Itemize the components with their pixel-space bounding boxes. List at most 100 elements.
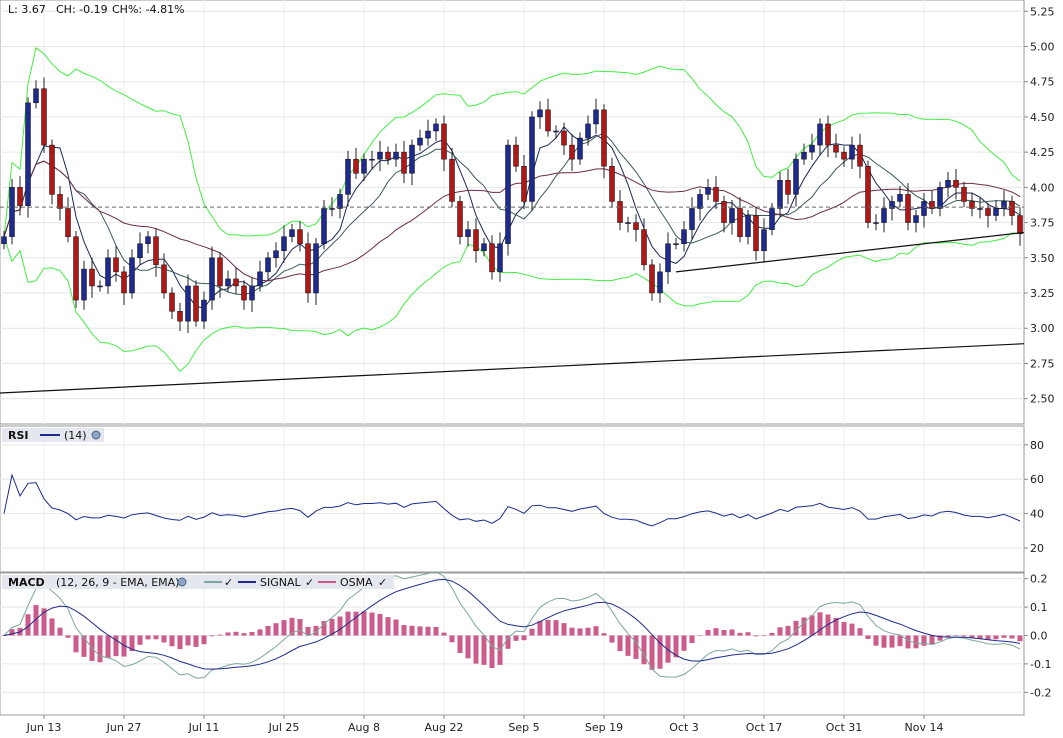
candle-body	[241, 285, 247, 301]
candle-body	[329, 208, 335, 210]
candle-body	[873, 222, 879, 224]
candle-body	[649, 264, 655, 294]
candle-body	[881, 208, 887, 223]
osma-bar	[113, 635, 119, 657]
candle-body	[961, 187, 967, 202]
osma-bar	[481, 635, 487, 665]
osma-bar	[705, 629, 711, 636]
candle-body	[273, 250, 279, 259]
osma-bar	[73, 635, 79, 653]
candle-body	[889, 201, 895, 209]
osma-bar	[857, 628, 863, 636]
candle-body	[473, 229, 479, 251]
osma-bar	[297, 619, 303, 636]
candle-body	[841, 151, 847, 160]
osma-bar	[401, 625, 407, 636]
candle-body	[601, 109, 607, 167]
candle-body	[1017, 215, 1023, 235]
candle-body	[281, 236, 287, 251]
candle-body	[25, 102, 31, 206]
candle-body	[33, 88, 39, 104]
candle-body	[305, 243, 311, 294]
osma-bar	[913, 635, 919, 649]
rsi-params: (14)	[64, 429, 87, 442]
osma-bar	[729, 629, 735, 636]
osma-bar	[313, 625, 319, 636]
osma-bar	[217, 634, 223, 636]
osma-bar	[377, 613, 383, 636]
ma-long	[3, 160, 1021, 282]
osma-bar	[721, 630, 727, 636]
macd-panel: -0.2 -0.1 0.0 0.1 0.2 MACD (12, 26, 9 - EMA,…	[0, 571, 1051, 716]
osma-bar	[233, 631, 239, 636]
osma-bar	[1017, 635, 1023, 642]
candle-body	[105, 257, 111, 287]
rsi-settings-icon[interactable]	[91, 430, 101, 440]
osma-bar	[41, 608, 47, 636]
candle-body	[641, 229, 647, 266]
rsi-y-axis: 20 40 60 80	[1024, 439, 1044, 555]
candle-body	[817, 123, 823, 146]
osma-bar	[977, 635, 983, 639]
osma-bar	[793, 620, 799, 636]
candle-body	[321, 208, 327, 244]
candle-body	[113, 257, 119, 273]
y-tick-label: 4.50	[1030, 111, 1055, 124]
macd-check-icon[interactable]: ✓	[224, 576, 233, 589]
osma-bar	[457, 635, 463, 653]
trendlines	[0, 231, 1025, 394]
rsi-gridlines	[0, 426, 1024, 572]
osma-bar	[849, 623, 855, 636]
candle-body	[177, 311, 183, 322]
osma-bar	[161, 635, 167, 643]
rsi-line	[3, 473, 1021, 527]
candle-body	[569, 144, 575, 160]
y-tick-label: 5.00	[1030, 40, 1055, 53]
macd-line	[3, 571, 1021, 679]
osma-bar	[201, 635, 207, 645]
rsi-panel-frame	[0, 425, 1025, 573]
y-tick-label: 3.00	[1030, 322, 1055, 335]
candle-body	[761, 229, 767, 251]
osma-bar	[841, 621, 847, 636]
candle-body	[401, 151, 407, 174]
candle-body	[929, 201, 935, 209]
signal-label: SIGNAL	[260, 576, 302, 589]
candle-body	[769, 208, 775, 230]
candle-body	[73, 236, 79, 301]
macd-label: MACD	[8, 576, 45, 589]
candle-body	[825, 123, 831, 146]
osma-bar	[449, 635, 455, 643]
long-support-trendline	[0, 343, 1025, 394]
osma-bar	[121, 635, 127, 657]
candle-body	[89, 268, 95, 287]
candle-body	[505, 144, 511, 244]
signal-check-icon[interactable]: ✓	[305, 576, 314, 589]
candle-body	[729, 208, 735, 223]
osma-bar	[441, 632, 447, 636]
macd-settings-icon[interactable]	[177, 577, 187, 587]
osma-bar	[529, 628, 535, 636]
osma-bar	[689, 635, 695, 644]
osma-check-icon[interactable]: ✓	[378, 576, 387, 589]
candle-body	[153, 236, 159, 266]
candle-body	[449, 158, 455, 202]
osma-bar	[809, 615, 815, 636]
osma-bar	[185, 635, 191, 646]
candle-body	[457, 201, 463, 237]
candle-body	[409, 144, 415, 174]
osma-bar	[561, 623, 567, 636]
osma-bar	[969, 635, 975, 638]
quote-change-pct: CH%: -4.81%	[112, 3, 185, 16]
osma-bar	[65, 635, 71, 638]
osma-bar	[577, 628, 583, 636]
signal-line	[3, 578, 1021, 670]
candle-body	[585, 123, 591, 139]
quote-change: CH: -0.19	[56, 3, 108, 16]
candle-body	[185, 285, 191, 322]
candle-body	[489, 243, 495, 273]
candle-body	[1001, 201, 1007, 209]
osma-bar	[993, 635, 999, 640]
candle-body	[609, 165, 615, 202]
lower-band	[3, 232, 1021, 373]
